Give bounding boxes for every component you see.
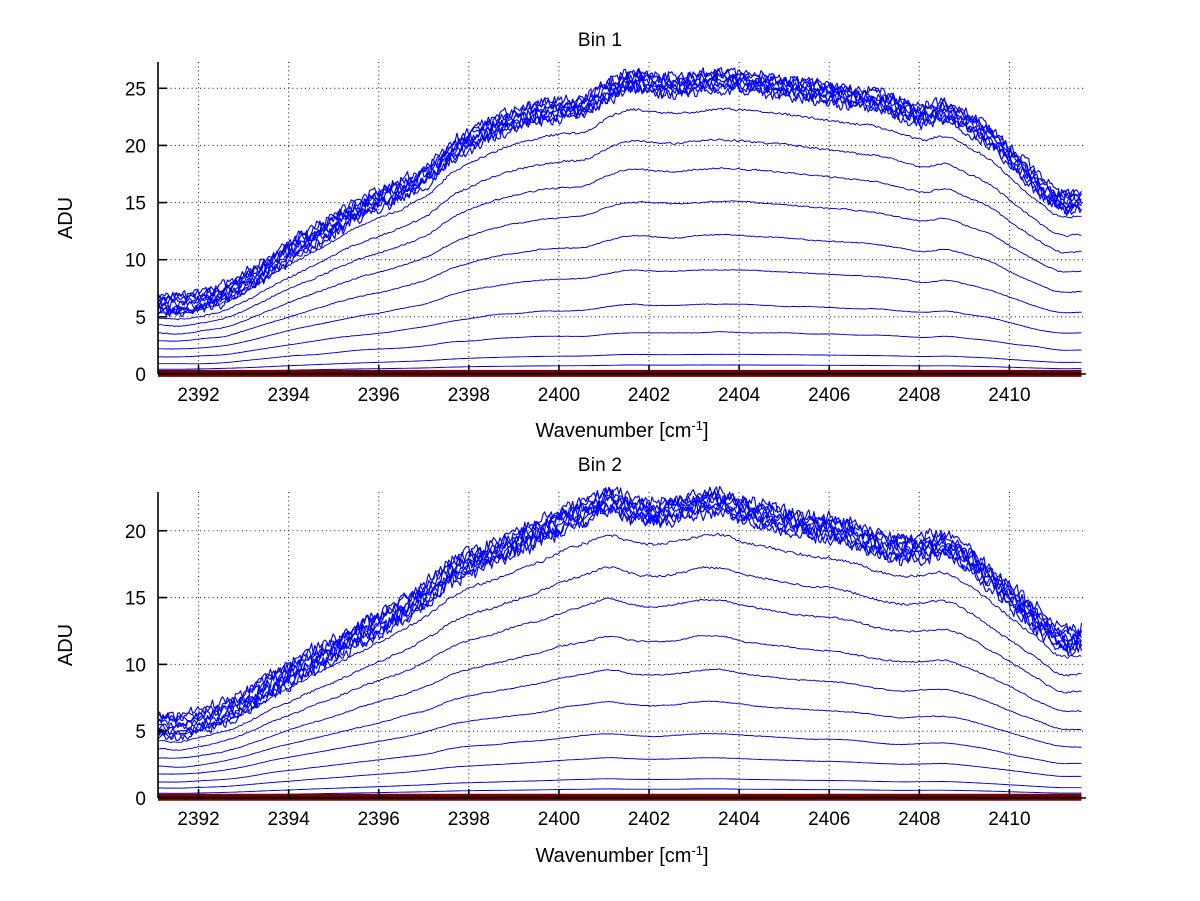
subplot-2-axes: 0 5 10 15 20 2392 2394 2396 2398 2400 2402 2404 2406… [0,450,1200,901]
x-tick-label: 2404 [718,809,761,830]
y-tick-label: 20 [125,522,146,543]
subplot-bin-1: Bin 1 0 5 10 15 20 25 2392 2394 2396 2398 2400 2402… [0,0,1200,450]
y-tick-label: 25 [125,79,146,100]
x-tick-label: 2410 [988,385,1030,406]
trace-line-9 [158,757,1082,789]
x-tick-label: 2406 [808,809,850,830]
x-tick-label: 2392 [177,385,219,406]
x-tick-label: 2408 [898,809,940,830]
x-tick-label: 2394 [268,809,311,830]
trace-line-2 [158,107,1082,315]
trace-line-7 [158,700,1082,775]
x-tick-label: 2402 [628,385,670,406]
y-axis-title: ADU [55,197,77,239]
trace-dense-band [157,84,1082,318]
y-tick-label: 20 [125,136,146,157]
x-tick-label: 2408 [898,385,940,406]
subplot-1-axes: 0 5 10 15 20 25 2392 2394 2396 2398 2400 2402 2404 24… [0,0,1200,450]
x-tick-label: 2398 [448,809,490,830]
trace-dense-band [157,485,1083,721]
trace-dense-band [157,67,1082,299]
trace-line-10 [158,778,1082,794]
y-tick-label: 0 [135,789,146,810]
y-tick-label: 5 [135,308,146,329]
x-tick-label: 2402 [628,809,670,830]
y-axis-title: ADU [55,624,77,666]
trace-line-4 [157,167,1082,327]
x-tick-label: 2398 [448,385,490,406]
trace-line-6 [157,233,1082,342]
trace-line-11 [158,364,1082,373]
trace-dense-band [157,492,1083,727]
y-tick-label: 5 [135,722,146,743]
trace-line-10 [158,353,1082,370]
x-tick-label: 2404 [718,385,761,406]
trace-line-8 [157,733,1082,783]
trace-dense-band [158,67,1082,301]
trace-dense-band [157,79,1082,314]
trace-dense-band [157,487,1082,724]
subplot-1-title: Bin 1 [577,30,623,51]
trace-line-3 [157,138,1082,321]
trace-dense-band [157,501,1083,736]
subplot-1-plot-svg: 0 5 10 15 20 25 2392 2394 2396 2398 2400 2402 2404 24… [55,62,1086,442]
x-axis-title: Wavenumber [cm-1] [535,843,708,867]
trace-line-2 [157,532,1082,735]
trace-line-6 [158,668,1082,768]
subplot-2-title: Bin 2 [577,455,623,476]
trace-line-5 [157,635,1082,759]
trace-dense-band [157,506,1083,742]
x-tick-label: 2394 [268,385,311,406]
x-tick-label: 2400 [538,809,580,830]
subplot-bin-2: Bin 2 0 5 10 15 20 2392 2394 2396 2398 2400 2402 24… [0,450,1200,901]
y-tick-label: 10 [125,251,146,272]
trace-line-8 [157,303,1082,358]
y-tick-label: 15 [125,589,146,610]
subplot-2-plot-svg: 0 5 10 15 20 2392 2394 2396 2398 2400 2402 2404 2406… [55,485,1086,867]
trace-line-7 [158,269,1082,350]
trace-line-9 [158,331,1082,365]
y-tick-label: 0 [135,365,146,386]
trace-dense-band [157,489,1083,724]
trace-dense-band [157,69,1082,304]
x-tick-label: 2392 [177,809,219,830]
trace-dense-band [157,502,1082,739]
y-tick-label: 15 [125,194,146,215]
x-axis-title: Wavenumber [cm-1] [535,418,708,442]
y-tick-label: 10 [125,655,146,676]
trace-line-3 [157,566,1082,743]
trace-line-5 [157,200,1082,335]
x-tick-label: 2406 [808,385,850,406]
x-tick-label: 2396 [358,385,400,406]
trace-dense-band [158,495,1082,730]
trace-line-4 [157,597,1082,751]
x-tick-label: 2400 [538,385,580,406]
x-tick-label: 2410 [988,809,1030,830]
trace-dense-band [157,77,1082,312]
x-tick-label: 2396 [358,809,400,830]
